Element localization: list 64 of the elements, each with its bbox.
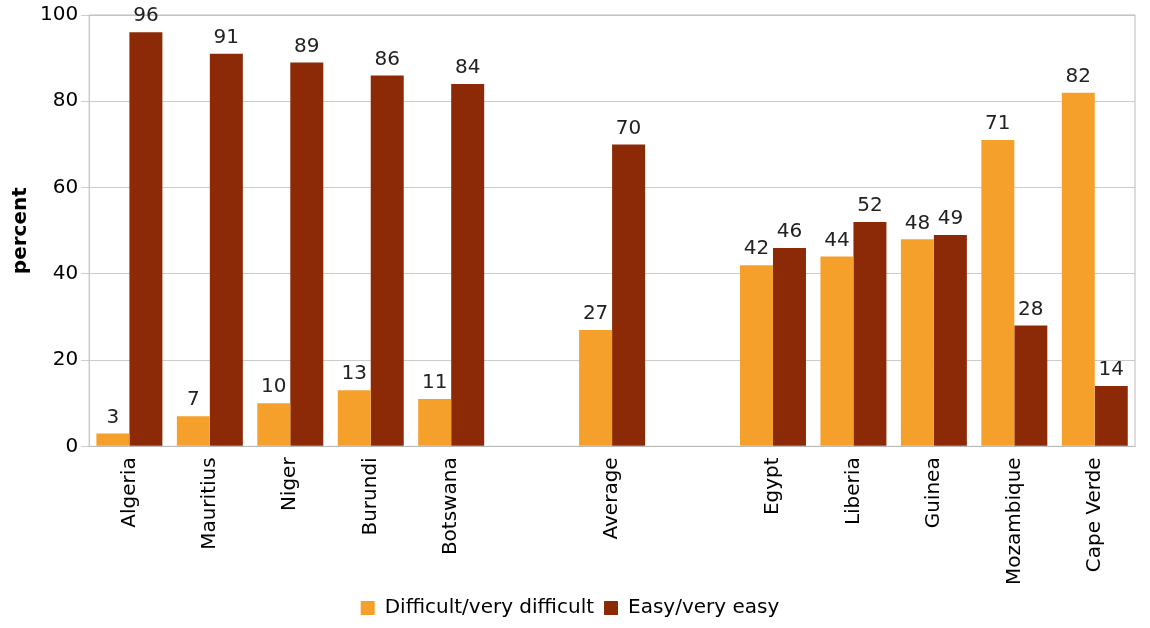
bar [1014, 325, 1048, 446]
data-label: 13 [341, 360, 367, 385]
bar [933, 234, 967, 446]
data-label: 27 [582, 300, 609, 325]
x-tick-label: Burundi [356, 457, 381, 536]
data-label: 70 [615, 114, 642, 139]
legend-label: Difficult/very difficult [384, 594, 595, 619]
bar [740, 265, 773, 446]
bar [579, 329, 613, 446]
bar [612, 144, 646, 446]
bar [900, 239, 934, 446]
y-tick-label: 40 [52, 260, 79, 285]
x-tick-label: Liberia [839, 457, 864, 526]
bar [176, 416, 210, 446]
x-tick-label: Mozambique [1000, 457, 1025, 585]
bar [257, 403, 291, 446]
y-tick-label: 0 [65, 432, 79, 457]
data-label: 14 [1098, 356, 1124, 381]
legend-label: Easy/very easy [628, 594, 780, 619]
y-axis-title: percent [7, 186, 32, 275]
data-label: 91 [213, 24, 240, 49]
data-label: 96 [133, 2, 159, 27]
x-tick-label: Egypt [759, 457, 784, 516]
bar [370, 75, 404, 446]
y-tick-label: 80 [52, 87, 79, 112]
data-label: 82 [1065, 62, 1092, 87]
data-label: 11 [421, 369, 448, 394]
y-tick-label: 60 [52, 173, 79, 198]
data-label: 28 [1018, 295, 1044, 320]
bar [981, 140, 1015, 446]
data-label: 89 [294, 32, 320, 57]
data-label: 44 [824, 226, 850, 251]
data-label: 10 [261, 373, 287, 398]
x-tick-label: Botswana [437, 457, 462, 556]
data-label: 42 [743, 235, 770, 260]
bar [209, 53, 243, 446]
data-label: 84 [454, 54, 481, 79]
data-label: 52 [857, 192, 883, 217]
data-label: 3 [106, 403, 120, 428]
data-label: 49 [937, 205, 964, 230]
x-tick-label: Niger [276, 456, 301, 512]
bar [290, 62, 324, 446]
x-tick-label: Guinea [920, 457, 945, 529]
x-tick-label: Average [598, 457, 623, 540]
bar [772, 247, 806, 446]
bar [853, 222, 887, 446]
data-label: 46 [776, 218, 803, 243]
y-tick-label: 100 [39, 1, 79, 26]
bar [820, 256, 854, 446]
data-label: 48 [904, 209, 931, 234]
bar [1094, 385, 1128, 446]
data-label: 7 [186, 386, 200, 411]
bar [418, 398, 452, 446]
data-label: 71 [985, 110, 1011, 135]
x-tick-label: Mauritius [196, 457, 221, 550]
bar [96, 433, 130, 446]
y-tick-label: 20 [52, 346, 79, 371]
x-tick-label: Algeria [115, 457, 140, 528]
bar [451, 84, 485, 446]
bar [129, 32, 163, 446]
bar [337, 390, 371, 446]
data-label: 86 [374, 45, 400, 70]
bar [1061, 92, 1095, 446]
x-tick-label: Cape Verde [1080, 457, 1105, 573]
